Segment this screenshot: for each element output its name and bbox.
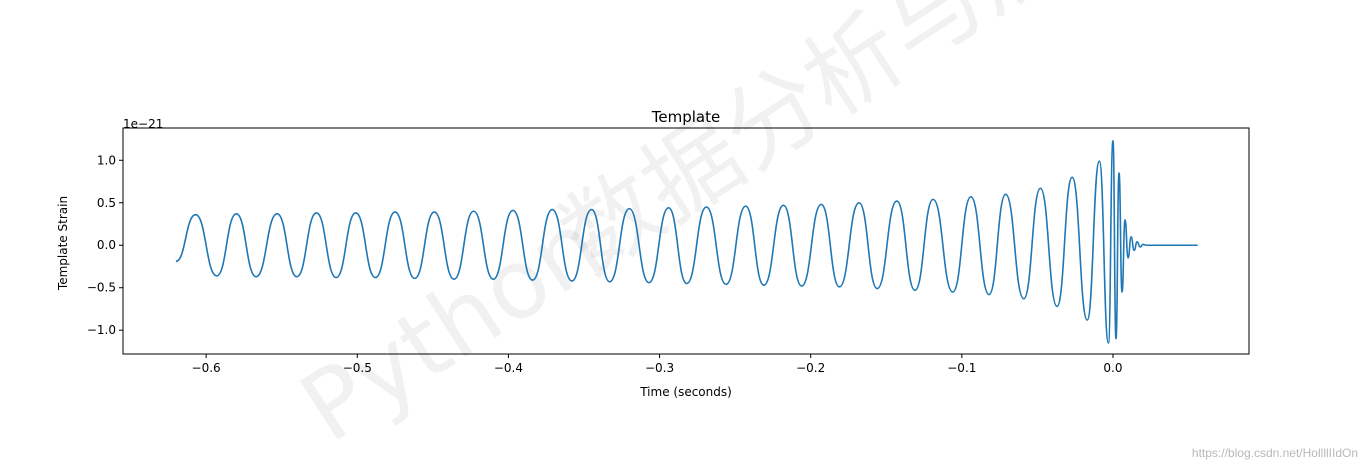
chart-title: Template [651,108,720,126]
x-tick-label-6: 0.0 [1103,361,1122,375]
x-tick-label-1: −0.5 [343,361,372,375]
y-axis-label: Template Strain [56,196,70,291]
y-tick-label-4: −1.0 [87,323,116,337]
x-tick-label-5: −0.1 [947,361,976,375]
plot-frame [122,127,1250,355]
x-tick-label-4: −0.2 [796,361,825,375]
y-offset-text: 1e−21 [123,117,163,131]
y-tick-label-3: −0.5 [87,281,116,295]
y-tick-label-2: 0.0 [97,238,116,252]
x-tick-label-3: −0.3 [645,361,674,375]
y-tick-label-1: 0.5 [97,196,116,210]
plot-area: −0.6 −0.5 −0.4 −0.3 −0.2 −0.1 0.0 1.0 0.5 0.0 −0.5… [87,127,1250,375]
x-tick-label-2: −0.4 [494,361,523,375]
x-tick-label-0: −0.6 [192,361,221,375]
series-line-0 [175,139,1198,344]
watermark-cn-text: 数据分析与展示 [542,0,1167,295]
watermark-credit: https://blog.csdn.net/HollllIIdOn [1191,446,1358,460]
x-axis-label: Time (seconds) [639,385,732,399]
y-tick-label-0: 1.0 [97,153,116,167]
